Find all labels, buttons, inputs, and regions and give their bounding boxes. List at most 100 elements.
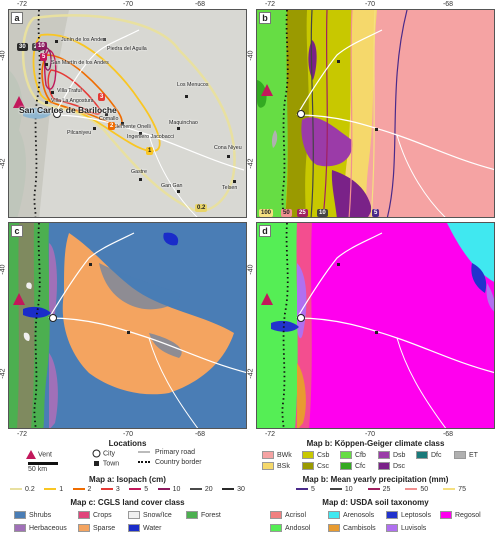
lon-tick-label: -68 bbox=[194, 1, 206, 8]
vent-marker bbox=[13, 96, 25, 108]
koppen-item: Csc bbox=[302, 462, 329, 470]
precip-50-contour bbox=[348, 10, 353, 217]
isopach-map bbox=[9, 10, 246, 217]
lon-tick-label: -72 bbox=[16, 1, 28, 8]
legend-border: Country border bbox=[138, 459, 202, 466]
city-icon bbox=[92, 449, 101, 458]
town-marker bbox=[227, 155, 230, 158]
precip-legend-item: 75 bbox=[443, 486, 466, 493]
city-label: Maquinchao bbox=[169, 120, 198, 126]
town-marker bbox=[375, 128, 378, 131]
town-marker bbox=[233, 180, 236, 183]
landcover-item: Shrubs bbox=[14, 511, 51, 519]
isopach-legend-item: 30 bbox=[222, 486, 245, 493]
lat-tick-label: -42 bbox=[247, 368, 255, 379]
isopach-legend-item: 2 bbox=[72, 486, 91, 493]
lon-tick-label: -72 bbox=[264, 431, 276, 438]
panel-label: c bbox=[11, 225, 23, 237]
town-marker bbox=[127, 331, 130, 334]
city-label: Los Menucos bbox=[177, 82, 209, 88]
city-label: Piedra del Aguila bbox=[107, 46, 147, 52]
koppen-map bbox=[257, 10, 494, 217]
country-border bbox=[281, 10, 289, 217]
koppen-item: ET bbox=[454, 451, 478, 459]
landcover-item: Snow/Ice bbox=[128, 511, 172, 519]
soil-item: Regosol bbox=[440, 511, 481, 519]
isopach-legend-item: 0.2 bbox=[10, 486, 35, 493]
koppen-item: Dsb bbox=[378, 451, 405, 459]
town-marker bbox=[103, 38, 106, 41]
locations-legend-title: Locations bbox=[108, 439, 147, 448]
border-icon bbox=[138, 461, 150, 464]
city-label: Pilcaniyeu bbox=[67, 130, 92, 136]
isopach-badge: 1 bbox=[146, 147, 154, 155]
isopach-legend-item: 20 bbox=[189, 486, 213, 493]
vent-marker bbox=[261, 84, 273, 96]
lat-tick-label: -42 bbox=[0, 158, 7, 169]
isopach-badge: 10 bbox=[36, 42, 47, 50]
isopach-legend-item: 5 bbox=[129, 486, 148, 493]
koppen-item: Dfc bbox=[416, 451, 442, 459]
town-marker bbox=[45, 101, 48, 104]
soil-item: Luvisols bbox=[386, 524, 426, 532]
lon-tick-label: -70 bbox=[122, 1, 134, 8]
precip-legend-row: 5 10 25 50 75 bbox=[296, 486, 466, 493]
map-panel-d: d bbox=[256, 222, 495, 429]
lat-tick-label: -42 bbox=[0, 368, 7, 379]
town-marker bbox=[45, 63, 48, 66]
soil-item: Arenosols bbox=[328, 511, 374, 519]
soil-item: Andosol bbox=[270, 524, 310, 532]
legend-city-label: City bbox=[102, 450, 116, 458]
precip-badge: 10 bbox=[317, 209, 328, 217]
scale-bar-label: 50 km bbox=[28, 466, 48, 473]
scale-bar-line bbox=[28, 462, 58, 465]
country-border bbox=[33, 223, 41, 428]
isopach-legend-item: 10 bbox=[157, 486, 180, 493]
lon-tick-label: -72 bbox=[264, 1, 276, 8]
legend-town-label: Town bbox=[102, 460, 120, 468]
soil-item: Cambisols bbox=[328, 524, 376, 532]
town-marker bbox=[177, 127, 180, 130]
koppen-item: Csb bbox=[302, 451, 329, 459]
landcover-item: Sparse bbox=[78, 524, 115, 532]
legend-road-label: Primary road bbox=[154, 449, 196, 456]
lake bbox=[163, 232, 179, 246]
precip-badge: 25 bbox=[297, 209, 308, 217]
precip-badge: 5 bbox=[372, 209, 380, 217]
isopach-badge: 2 bbox=[108, 122, 116, 130]
town-marker bbox=[177, 190, 180, 193]
city-marker bbox=[49, 314, 57, 322]
legend-city: City bbox=[92, 449, 115, 458]
town-marker bbox=[375, 331, 378, 334]
lat-tick-label: -42 bbox=[247, 158, 255, 169]
precip-legend-item: 25 bbox=[367, 486, 390, 493]
lat-tick-label: -40 bbox=[0, 50, 7, 61]
isopach-legend-item: 3 bbox=[100, 486, 120, 493]
country-border bbox=[281, 223, 289, 428]
city-label: Comallo bbox=[99, 116, 119, 122]
city-label: Villa Traful bbox=[57, 88, 82, 94]
city-label: Gastre bbox=[131, 169, 147, 175]
map-panel-c: c bbox=[8, 222, 247, 429]
soil-item: Acrisol bbox=[270, 511, 306, 519]
landcover-map bbox=[9, 223, 246, 428]
isopach-badge: 30 bbox=[17, 43, 28, 51]
panel-label: a bbox=[11, 12, 23, 24]
city-marker bbox=[297, 314, 305, 322]
landcover-item: Water bbox=[128, 524, 161, 532]
lon-tick-label: -68 bbox=[194, 431, 206, 438]
city-label: Cona Niyeu bbox=[214, 145, 242, 151]
precip-10-contour bbox=[310, 10, 314, 217]
town-marker bbox=[139, 132, 142, 135]
map-panel-b: b 100 50 25 10 5 bbox=[256, 9, 495, 218]
soil-map bbox=[257, 223, 494, 428]
koppen-item: Cfb bbox=[340, 451, 366, 459]
town-marker bbox=[337, 263, 340, 266]
panel-label: d bbox=[259, 225, 271, 237]
primary-road bbox=[48, 232, 135, 319]
lon-tick-label: -72 bbox=[16, 431, 28, 438]
road-icon bbox=[138, 451, 150, 454]
city-marker bbox=[53, 110, 61, 118]
isopach-legend-title: Map a: Isopach (cm) bbox=[89, 475, 166, 484]
scale-bar: 50 km bbox=[28, 462, 58, 473]
